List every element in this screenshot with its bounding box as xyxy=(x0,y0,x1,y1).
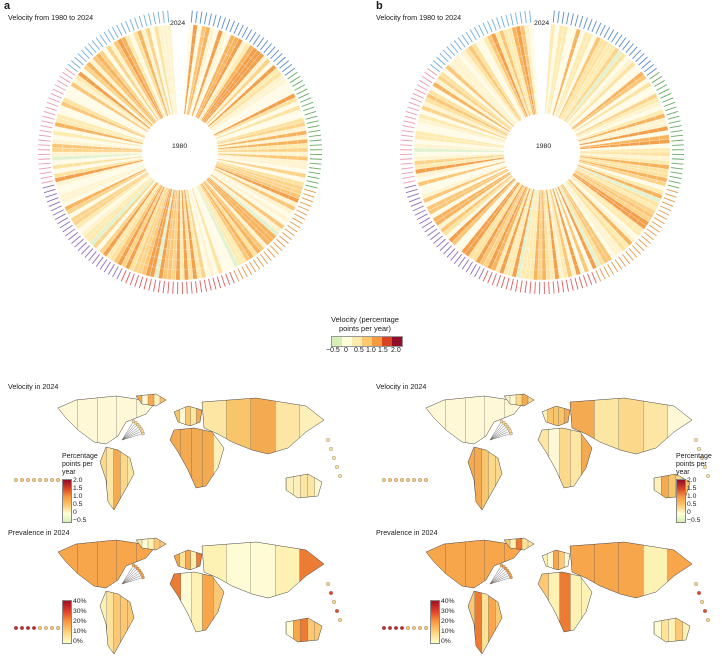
circular-velocity-plot-a xyxy=(0,0,360,360)
map-velocity-legend-tick: −0.5 xyxy=(73,517,86,524)
map-prevalence-legend-tick: 40% xyxy=(441,598,455,605)
map-velocity-b xyxy=(374,392,716,522)
panel-a-map1-title: Velocity in 2024 xyxy=(8,382,58,391)
map-velocity-legend-bar-a xyxy=(62,479,72,523)
map-prevalence-legend-tick: 10% xyxy=(441,628,455,635)
map-velocity-legend-title-b: Percentage points per year xyxy=(676,453,722,477)
velocity-legend-title: Velocity (percentage points per year) xyxy=(320,315,410,333)
map-prevalence-legend-tick: 30% xyxy=(441,608,455,615)
map-prevalence-legend-tick: 10% xyxy=(73,628,87,635)
velocity-legend-tick: 2.0 xyxy=(391,347,401,354)
panel-a-year-1980: 1980 xyxy=(172,143,187,150)
map-prevalence-legend-tick: 30% xyxy=(73,608,87,615)
panel-b-year-1980: 1980 xyxy=(536,143,551,150)
map-velocity-legend-tick: 0 xyxy=(687,509,691,516)
map-velocity-legend-tick: 0.5 xyxy=(73,501,82,508)
panel-b-map1-title: Velocity in 2024 xyxy=(376,382,426,391)
panel-b-year-2024: 2024 xyxy=(534,20,549,27)
map-velocity-legend-tick: 2.0 xyxy=(73,477,82,484)
velocity-legend-tick: 1.5 xyxy=(378,347,388,354)
map-velocity-legend-tick: 1.0 xyxy=(73,493,82,500)
circular-velocity-plot-b xyxy=(362,0,722,360)
map-prevalence-legend-tick: 20% xyxy=(441,618,455,625)
map-prevalence-legend-tick: 0% xyxy=(73,638,83,645)
velocity-legend-tick: 0.5 xyxy=(354,347,364,354)
map-prevalence-legend-tick: 0% xyxy=(441,638,451,645)
map-velocity-legend-tick: 1.0 xyxy=(687,493,696,500)
velocity-legend-tick: 1.0 xyxy=(366,347,376,354)
velocity-legend-tick: −0.5 xyxy=(326,347,340,354)
panel-a-year-2024: 2024 xyxy=(170,20,185,27)
velocity-legend-bar xyxy=(331,336,403,347)
map-velocity-a xyxy=(6,392,348,522)
map-prevalence-a xyxy=(6,536,348,666)
map-prevalence-legend-bar-b xyxy=(430,600,440,644)
map-velocity-legend-tick: 2.0 xyxy=(687,477,696,484)
map-velocity-legend-tick: 1.5 xyxy=(73,485,82,492)
map-prevalence-legend-tick: 20% xyxy=(73,618,87,625)
map-prevalence-legend-bar-a xyxy=(62,600,72,644)
map-prevalence-b xyxy=(374,536,716,666)
map-velocity-legend-tick: 1.5 xyxy=(687,485,696,492)
velocity-legend-tick: 0 xyxy=(344,347,348,354)
map-velocity-legend-bar-b xyxy=(676,479,686,523)
map-velocity-legend-tick: −0.5 xyxy=(687,517,700,524)
map-velocity-legend-title-a: Percentage points per year xyxy=(62,453,108,477)
map-velocity-legend-tick: 0 xyxy=(73,509,77,516)
map-prevalence-legend-tick: 40% xyxy=(73,598,87,605)
map-velocity-legend-tick: 0.5 xyxy=(687,501,696,508)
